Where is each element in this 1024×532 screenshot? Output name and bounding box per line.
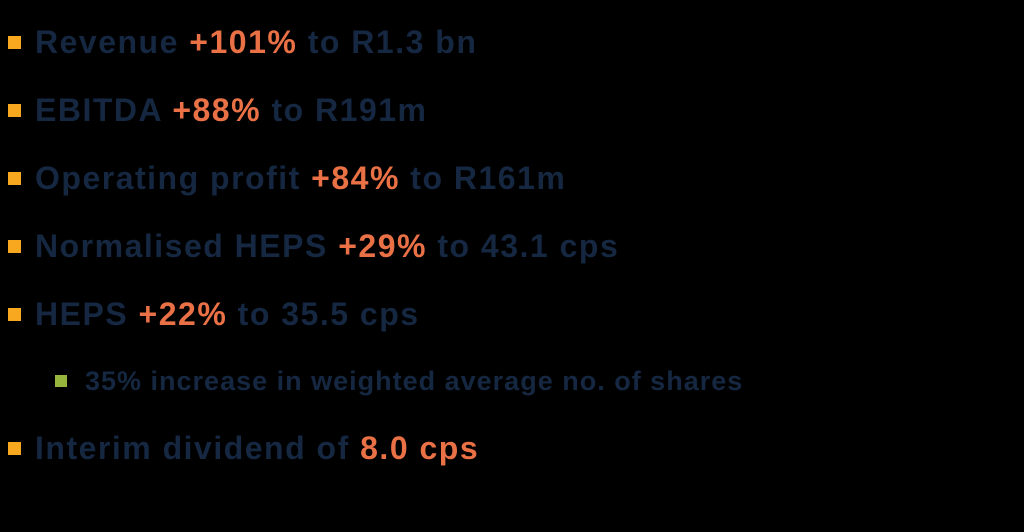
- bullet-list: Revenue +101% to R1.3 bn EBITDA +88% to R…: [0, 8, 1024, 482]
- bullet-text: EBITDA +88% to R191m: [35, 92, 427, 129]
- bullet-square-icon: [8, 103, 21, 117]
- bullet-item: Interim dividend of 8.0 cps: [0, 414, 1024, 482]
- text-segment: Revenue: [35, 23, 190, 60]
- bullet-item: HEPS +22% to 35.5 cps: [0, 280, 1024, 348]
- sub-bullet-item: 35% increase in weighted average no. of …: [0, 348, 1024, 414]
- bullet-text: 35% increase in weighted average no. of …: [85, 366, 743, 397]
- text-segment: EBITDA: [35, 91, 173, 128]
- bullet-square-icon: [8, 35, 21, 49]
- text-segment: Operating profit: [35, 159, 312, 196]
- text-segment: to R1.3 bn: [307, 23, 478, 60]
- text-segment: to R191m: [271, 91, 428, 128]
- bullet-square-icon: [8, 441, 21, 455]
- accent-text-segment: +88%: [172, 91, 272, 128]
- text-segment: Normalised HEPS: [35, 227, 339, 264]
- accent-text-segment: +29%: [338, 227, 438, 264]
- bullet-square-icon: [8, 171, 21, 185]
- bullet-item: Normalised HEPS +29% to 43.1 cps: [0, 212, 1024, 280]
- bullet-text: Interim dividend of 8.0 cps: [35, 430, 479, 467]
- text-segment: 35% increase in weighted average no. of …: [85, 365, 744, 396]
- text-segment: to 35.5 cps: [237, 295, 420, 332]
- text-segment: to R161m: [410, 159, 567, 196]
- bullet-item: EBITDA +88% to R191m: [0, 76, 1024, 144]
- accent-text-segment: +22%: [138, 295, 238, 332]
- bullet-item: Revenue +101% to R1.3 bn: [0, 8, 1024, 76]
- bullet-text: HEPS +22% to 35.5 cps: [35, 296, 420, 333]
- bullet-text: Operating profit +84% to R161m: [35, 160, 566, 197]
- bullet-text: Revenue +101% to R1.3 bn: [35, 24, 477, 61]
- bullet-square-icon: [8, 239, 21, 253]
- sub-bullet-square-icon: [55, 375, 67, 387]
- bullet-item: Operating profit +84% to R161m: [0, 144, 1024, 212]
- accent-text-segment: +101%: [189, 23, 308, 60]
- text-segment: Interim dividend of: [35, 429, 361, 466]
- accent-text-segment: 8.0 cps: [360, 429, 480, 466]
- bullet-text: Normalised HEPS +29% to 43.1 cps: [35, 228, 619, 265]
- text-segment: HEPS: [35, 295, 139, 332]
- text-segment: to 43.1 cps: [437, 227, 620, 264]
- bullet-square-icon: [8, 307, 21, 321]
- accent-text-segment: +84%: [311, 159, 411, 196]
